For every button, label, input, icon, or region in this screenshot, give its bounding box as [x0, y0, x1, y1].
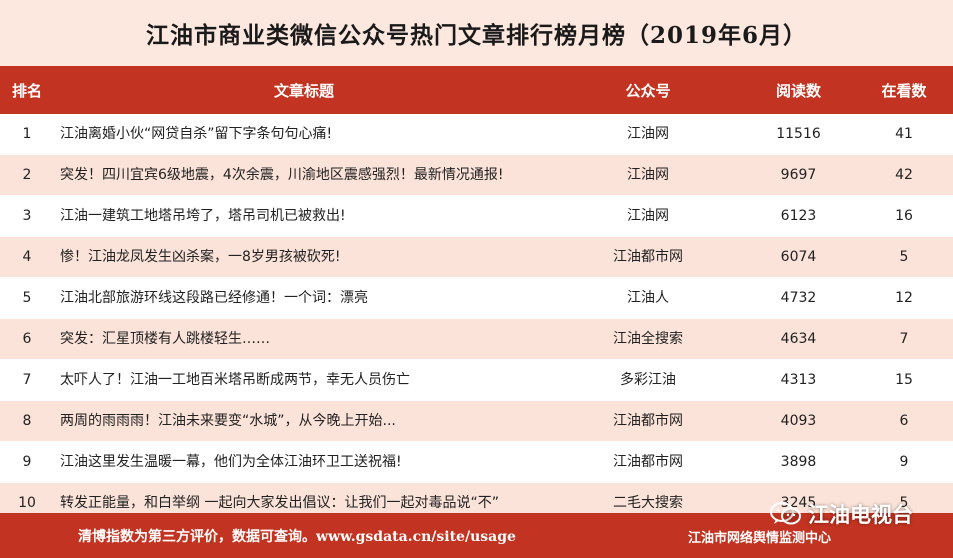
article-title-cell: 江油北部旅游环线这段路已经修通！一个词：漂亮 — [54, 277, 554, 319]
article-title-cell: 突发：汇星顶楼有人跳楼轻生…… — [54, 318, 554, 360]
rank-cell: 1 — [0, 114, 54, 155]
likes-cell: 9 — [855, 441, 953, 483]
reads-cell: 6123 — [742, 195, 855, 237]
reads-cell: 4093 — [742, 400, 855, 442]
reads-cell: 6074 — [742, 236, 855, 278]
account-cell: 多彩江油 — [554, 359, 742, 401]
watermark: 江油电视台 — [770, 499, 913, 529]
account-cell: 江油都市网 — [554, 441, 742, 483]
likes-cell: 12 — [855, 277, 953, 319]
footer-bar: 清博指数为第三方评价，数据可查询。www.gsdata.cn/site/usag… — [0, 513, 953, 558]
watermark-text: 江油电视台 — [808, 503, 913, 527]
account-cell: 江油网 — [554, 195, 742, 237]
wechat-icon — [770, 502, 801, 525]
header-account: 公众号 — [554, 66, 742, 114]
reads-cell: 11516 — [742, 114, 855, 155]
account-cell: 江油人 — [554, 277, 742, 319]
header-reads: 阅读数 — [742, 66, 855, 114]
header-title: 文章标题 — [54, 66, 554, 114]
rank-cell: 7 — [0, 359, 54, 401]
account-cell: 江油都市网 — [554, 400, 742, 442]
article-title-cell: 突发！四川宜宾6级地震，4次余震，川渝地区震感强烈！最新情况通报! — [54, 154, 554, 196]
table-row: 7 太吓人了！江油一工地百米塔吊断成两节，幸无人员伤亡 多彩江油 4313 15 — [0, 359, 953, 401]
article-title-cell: 江油一建筑工地塔吊垮了，塔吊司机已被救出! — [54, 195, 554, 237]
ranking-table: 排名 文章标题 公众号 阅读数 在看数 1 江油离婚小伙“网贷自杀”留下字条句句… — [0, 66, 953, 524]
rank-cell: 9 — [0, 441, 54, 483]
rank-cell: 4 — [0, 236, 54, 278]
table-row: 8 两周的雨雨雨！江油未来要变“水城”，从今晚上开始... 江油都市网 4093… — [0, 400, 953, 442]
article-title-cell: 江油这里发生温暖一幕，他们为全体江油环卫工送祝福! — [54, 441, 554, 483]
likes-cell: 5 — [855, 236, 953, 278]
article-title-cell: 两周的雨雨雨！江油未来要变“水城”，从今晚上开始... — [54, 400, 554, 442]
header-likes: 在看数 — [855, 66, 953, 114]
rank-cell: 6 — [0, 318, 54, 360]
account-cell: 江油都市网 — [554, 236, 742, 278]
table-row: 1 江油离婚小伙“网贷自杀”留下字条句句心痛! 江油网 11516 41 — [0, 114, 953, 155]
likes-cell: 6 — [855, 400, 953, 442]
table-row: 3 江油一建筑工地塔吊垮了，塔吊司机已被救出! 江油网 6123 16 — [0, 195, 953, 237]
table-row: 4 惨！江油龙凤发生凶杀案，一8岁男孩被砍死! 江油都市网 6074 5 — [0, 236, 953, 278]
header-rank: 排名 — [0, 66, 54, 114]
footer-org: 江油市网络舆情监测中心 — [688, 531, 832, 546]
rank-cell: 2 — [0, 154, 54, 196]
account-cell: 江油网 — [554, 114, 742, 155]
likes-cell: 15 — [855, 359, 953, 401]
table-row: 2 突发！四川宜宾6级地震，4次余震，川渝地区震感强烈！最新情况通报! 江油网 … — [0, 154, 953, 196]
table-row: 6 突发：汇星顶楼有人跳楼轻生…… 江油全搜索 4634 7 — [0, 318, 953, 360]
account-cell: 江油全搜索 — [554, 318, 742, 360]
rank-cell: 5 — [0, 277, 54, 319]
likes-cell: 16 — [855, 195, 953, 237]
likes-cell: 41 — [855, 114, 953, 155]
table-row: 5 江油北部旅游环线这段路已经修通！一个词：漂亮 江油人 4732 12 — [0, 277, 953, 319]
reads-cell: 4313 — [742, 359, 855, 401]
article-title-cell: 江油离婚小伙“网贷自杀”留下字条句句心痛! — [54, 114, 554, 155]
reads-cell: 9697 — [742, 154, 855, 196]
table-row: 9 江油这里发生温暖一幕，他们为全体江油环卫工送祝福! 江油都市网 3898 9 — [0, 441, 953, 483]
article-title-cell: 惨！江油龙凤发生凶杀案，一8岁男孩被砍死! — [54, 236, 554, 278]
likes-cell: 42 — [855, 154, 953, 196]
header-row: 排名 文章标题 公众号 阅读数 在看数 — [0, 66, 953, 114]
title-bar: 江油市商业类微信公众号热门文章排行榜月榜（2019年6月） — [0, 0, 953, 66]
reads-cell: 4634 — [742, 318, 855, 360]
reads-cell: 4732 — [742, 277, 855, 319]
rank-cell: 3 — [0, 195, 54, 237]
rank-cell: 8 — [0, 400, 54, 442]
page-title: 江油市商业类微信公众号热门文章排行榜月榜（2019年6月） — [145, 22, 808, 49]
likes-cell: 7 — [855, 318, 953, 360]
reads-cell: 3898 — [742, 441, 855, 483]
article-title-cell: 太吓人了！江油一工地百米塔吊断成两节，幸无人员伤亡 — [54, 359, 554, 401]
account-cell: 江油网 — [554, 154, 742, 196]
footer-note: 清博指数为第三方评价，数据可查询。www.gsdata.cn/site/usag… — [78, 529, 516, 545]
